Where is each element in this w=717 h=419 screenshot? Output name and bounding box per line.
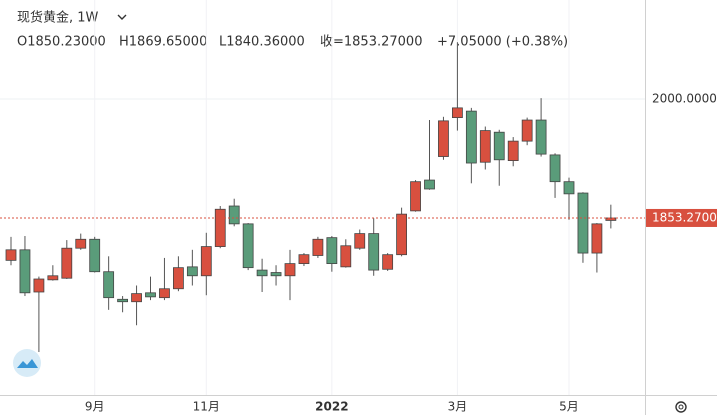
candle-body [396,213,408,256]
candle-body [605,217,617,221]
candle-body [270,272,282,277]
candle-body [591,223,603,254]
last-price-label: 1853.27000 [652,210,717,224]
x-tick-label: 11月 [193,400,220,414]
candle-body [117,298,128,303]
x-tick-label: 5月 [559,400,579,414]
candle-body [410,181,421,212]
logo[interactable] [13,349,41,377]
candle-body [549,154,561,183]
candle-body [535,119,547,155]
candle-body [256,269,268,277]
logo-shape [17,359,38,368]
candle-body [61,247,73,279]
candle-body [368,233,380,271]
candle-body [326,237,338,265]
candle-body [33,278,45,293]
candle-body [451,107,463,119]
candle-body [507,140,519,161]
candle-body [145,292,156,298]
last-price-box [646,208,717,227]
candle-body [89,238,101,273]
candle-body [312,238,324,256]
x-tick-label: 2022 [315,400,348,414]
candle-body [186,266,198,277]
candle-body [521,119,533,142]
candle-body [5,249,17,261]
settings-icon[interactable] [675,401,687,413]
candle-body [479,130,491,163]
logo-circle [13,349,41,377]
x-tick-label: 3月 [448,400,468,414]
ohlc-low: L1840.36000 [219,35,305,50]
ohlc-high: H1869.65000 [119,35,207,50]
candle-body [19,249,31,294]
candle-body [493,131,505,161]
candle-body [47,275,59,281]
candle-body [103,271,115,299]
candle-body [563,181,575,195]
candle-body [298,254,310,265]
candle-body [382,254,394,270]
candle-body [577,192,589,254]
candle-body [354,233,366,249]
dropdown-icon[interactable] [117,14,127,20]
ohlc-change: +7.05000 (+0.38%) [437,35,568,50]
x-tick-label: 9月 [85,400,105,414]
candle-body [172,267,184,290]
candle-body [438,120,449,157]
candle-body [75,238,87,249]
candle-body [465,110,477,164]
candle-body [242,223,254,269]
candle-body [131,293,142,303]
symbol-title: 现货黄金, 1W [17,10,99,26]
candle-body [214,208,226,247]
candle-body [340,245,352,268]
candle-body [284,263,296,277]
candle-body [424,179,435,190]
y-tick-label: 2000.00000 [652,91,717,105]
gear [675,401,687,413]
candle-body [228,205,240,225]
candle-body [159,288,170,299]
ohlc-close: 收=1853.27000 [320,35,422,50]
ohlc-open: O1850.23000 [17,35,106,50]
candle-body [200,246,212,277]
gear-center [678,404,684,410]
